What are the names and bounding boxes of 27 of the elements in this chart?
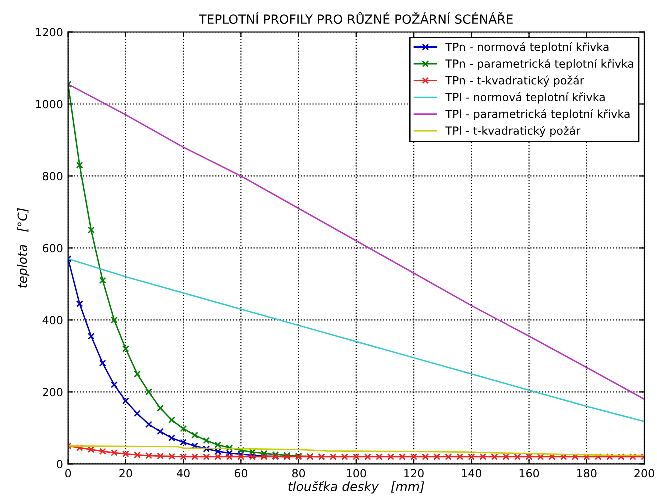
x-tick-label: 100 [347, 469, 366, 478]
x-tick-label: 200 [634, 469, 654, 478]
x-tick-label: 140 [462, 469, 482, 478]
x-tick-label: 40 [177, 469, 190, 478]
legend-label: TPn - normová teplotní křivka [446, 42, 609, 54]
x-tick-label: 0 [66, 469, 72, 478]
x-tick-label: 160 [520, 469, 540, 478]
x-axis-title: tloušťka desky [mm] [288, 481, 424, 494]
y-tick-label: 0 [57, 460, 63, 469]
legend-label: TPl - normová teplotní křivka [446, 92, 605, 104]
y-tick-label: 600 [43, 244, 63, 253]
y-tick-label: 400 [42, 316, 63, 325]
y-tick-label: 200 [43, 388, 63, 397]
y-tick-label: 1200 [36, 28, 63, 37]
x-tick-label: 120 [404, 469, 424, 478]
y-axis-title: teplota [°C] [18, 208, 30, 288]
legend-label: TPn - t-kvadratický požár [446, 76, 584, 87]
legend-label: TPl - t-kvadratický požár [446, 126, 581, 138]
x-tick-label: 180 [578, 469, 597, 478]
legend-label: TPn - parametrická teplotní křivka [446, 59, 634, 70]
y-tick-label: 800 [43, 172, 63, 181]
x-tick-label: 60 [234, 469, 248, 478]
legend-label: TPl - parametrická teplotní křivka [446, 109, 630, 120]
x-tick-label: 20 [120, 469, 132, 478]
y-tick-label: 1000 [36, 100, 63, 109]
chart-title: TEPLOTNÍ PROFILY PRO RŮZNÉ POŽÁRNÍ SCÉNÁŘE [199, 12, 513, 24]
x-tick-label: 80 [292, 469, 306, 478]
